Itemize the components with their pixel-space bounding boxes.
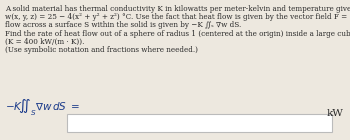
Text: A solid material has thermal conductivity K in kilowatts per meter-kelvin and te: A solid material has thermal conductivit…: [5, 5, 350, 13]
Text: w(x, y, z) = 25 − 4(x² + y² + z²) °C. Use the fact that heat flow is given by th: w(x, y, z) = 25 − 4(x² + y² + z²) °C. Us…: [5, 13, 350, 21]
Text: (K = 400 kW/(m · K)).: (K = 400 kW/(m · K)).: [5, 38, 84, 46]
Text: (Use symbolic notation and fractions where needed.): (Use symbolic notation and fractions whe…: [5, 46, 198, 54]
Text: kW: kW: [327, 109, 344, 118]
Bar: [67, 114, 332, 132]
Text: $-K\!\iint_S \nabla w\,dS\;=$: $-K\!\iint_S \nabla w\,dS\;=$: [5, 98, 80, 118]
Text: flow across a surface S within the solid is given by −K ∬ₛ ∇w dS.: flow across a surface S within the solid…: [5, 21, 241, 29]
Text: Find the rate of heat flow out of a sphere of radius 1 (centered at the origin) : Find the rate of heat flow out of a sphe…: [5, 30, 350, 38]
